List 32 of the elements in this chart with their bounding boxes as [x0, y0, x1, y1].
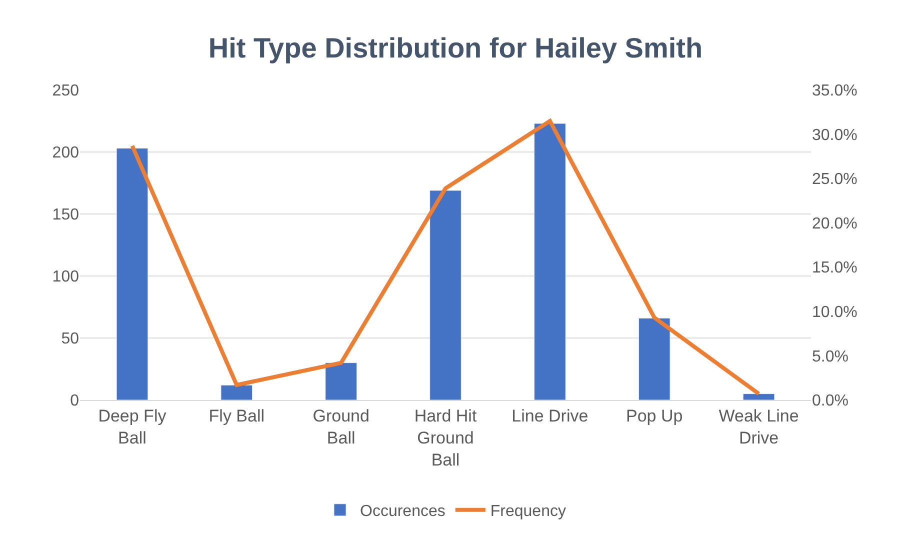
x-tick-label: Fly Ball — [208, 406, 265, 426]
y2-tick-label: 30.0% — [812, 126, 858, 144]
legend-label: Occurences — [360, 503, 446, 520]
bar — [220, 384, 253, 400]
bar — [742, 394, 775, 400]
bar — [534, 123, 566, 400]
y-tick-label: 150 — [52, 206, 80, 224]
bar — [325, 362, 357, 400]
x-tick-label: Line Drive — [512, 406, 588, 426]
legend-label: Frequency — [490, 503, 566, 520]
x-tick-label: Deep Fly Ball — [98, 406, 167, 448]
y2-tick-label: 10.0% — [812, 304, 858, 322]
y-tick-label: 50 — [61, 330, 80, 348]
bar — [638, 318, 670, 400]
bar — [116, 148, 148, 400]
y2-tick-label: 0.0% — [812, 392, 848, 410]
y-tick-label: 100 — [52, 268, 80, 286]
line-series — [130, 119, 761, 396]
y-tick-label: 0 — [70, 392, 80, 410]
y-tick-label: 250 — [52, 82, 80, 100]
y-tick-label: 200 — [52, 144, 80, 162]
y2-tick-label: 35.0% — [812, 82, 858, 100]
bar — [430, 190, 462, 400]
x-tick-label: Weak Line Drive — [718, 406, 799, 448]
y2-tick-label: 15.0% — [812, 260, 858, 277]
chart-title: Hit Type Distribution for Hailey Smith — [208, 32, 703, 64]
x-tick-label: Pop Up — [626, 406, 683, 426]
x-tick-label: Hard Hit Ground Ball — [414, 406, 477, 470]
y2-tick-label: 5.0% — [812, 348, 848, 366]
y2-tick-label: 20.0% — [812, 215, 858, 232]
y2-tick-label: 25.0% — [812, 171, 858, 188]
x-tick-label: Ground Ball — [312, 406, 370, 448]
